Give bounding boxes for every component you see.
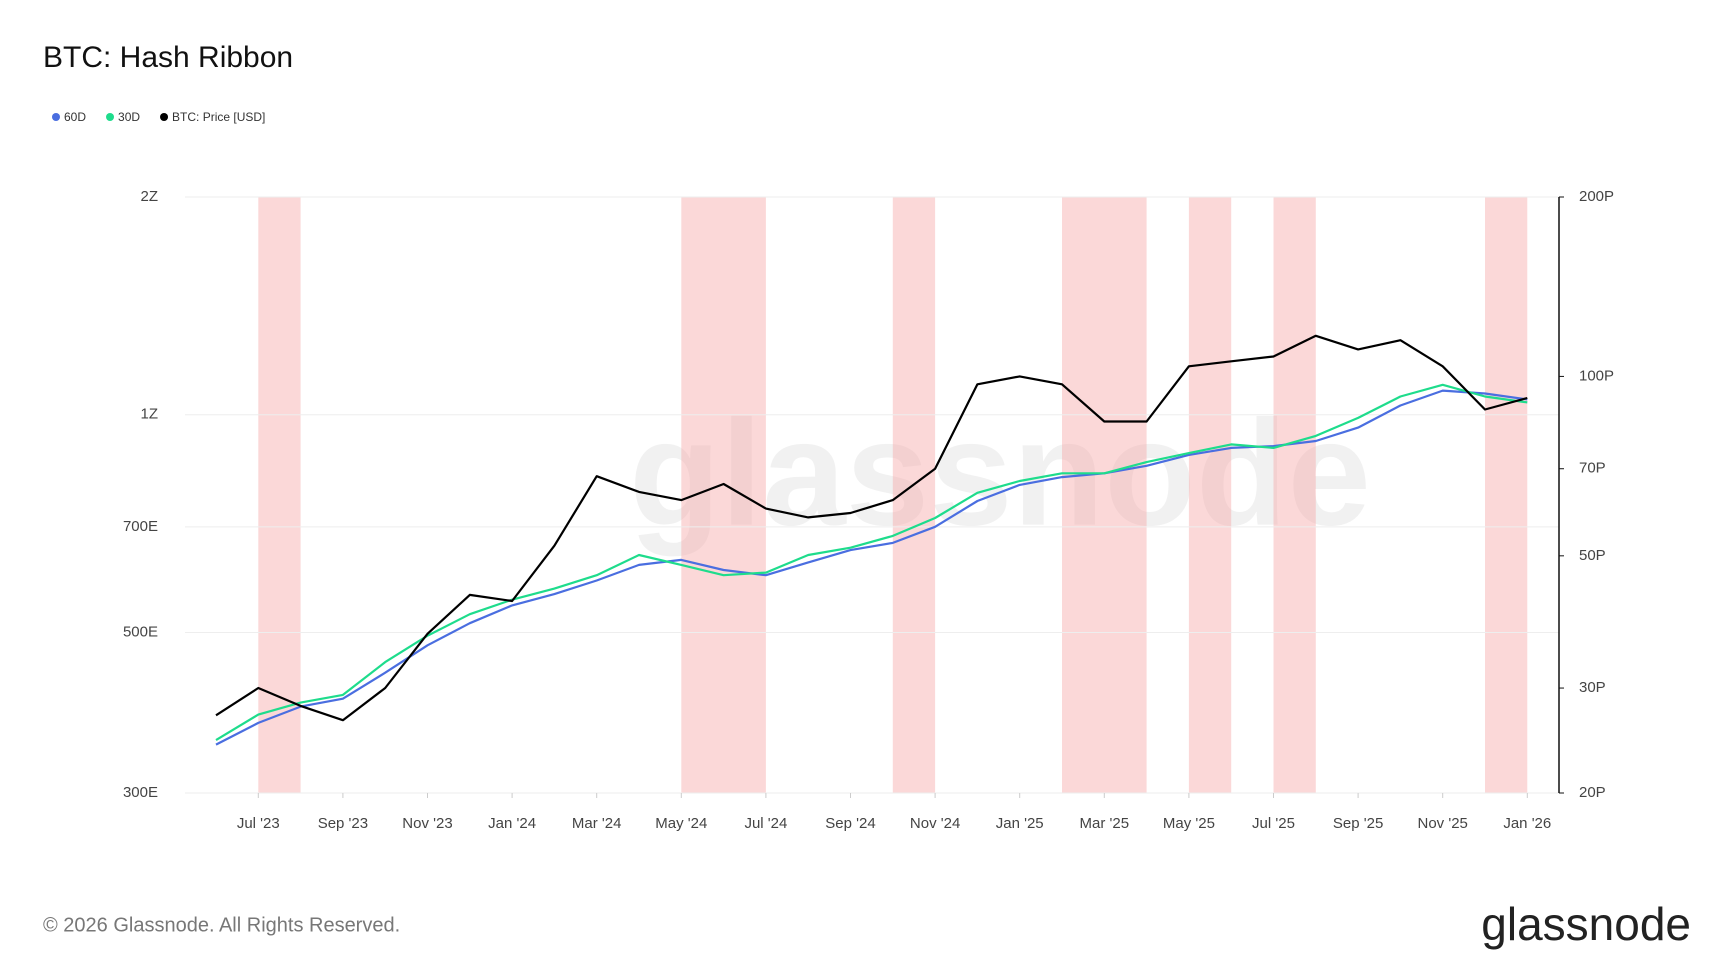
watermark: glassnode — [629, 389, 1371, 557]
legend-marker — [106, 113, 115, 121]
x-tick-label: Nov '23 — [402, 815, 452, 832]
x-tick-label: Sep '23 — [318, 815, 368, 832]
x-tick-label: Mar '24 — [572, 815, 622, 832]
footer: © 2026 Glassnode. All Rights Reserved. — [43, 914, 400, 936]
x-tick-label: Nov '24 — [910, 815, 960, 832]
x-tick-label: May '24 — [655, 815, 707, 832]
x-tick-label: Jan '26 — [1503, 815, 1551, 832]
x-tick-label: Jan '24 — [488, 815, 536, 832]
x-tick-label: Nov '25 — [1418, 815, 1468, 832]
shaded-range — [1062, 197, 1147, 793]
shaded-range — [1273, 197, 1316, 793]
y2-tick-label: 200P — [1579, 188, 1614, 205]
y2-tick-label: 30P — [1579, 679, 1606, 696]
x-tick-label: Jul '23 — [237, 815, 280, 832]
shaded-range — [258, 197, 301, 793]
legend-marker — [160, 113, 169, 121]
shaded-range — [1485, 197, 1528, 793]
shaded-range — [1188, 197, 1232, 793]
y-tick-label: 300E — [123, 784, 158, 801]
y-tick-label: 1Z — [140, 406, 158, 423]
series-line — [215, 389, 1528, 746]
x-tick-label: Jul '24 — [744, 815, 787, 832]
y2-tick-label: 100P — [1579, 367, 1614, 384]
y2-tick-label: 70P — [1579, 460, 1606, 477]
x-tick-label: Sep '25 — [1333, 815, 1383, 832]
y-tick-label: 2Z — [140, 188, 158, 205]
x-tick-label: Mar '25 — [1080, 815, 1130, 832]
x-tick-label: Sep '24 — [825, 815, 875, 832]
series-line — [215, 383, 1528, 742]
x-tick-label: Jan '25 — [996, 815, 1044, 832]
brand-logo: glassnode — [1481, 898, 1691, 950]
legend-label: 30D — [118, 110, 140, 124]
legend-marker — [52, 113, 60, 121]
y2-tick-label: 20P — [1579, 784, 1606, 801]
y-tick-label: 500E — [123, 623, 158, 640]
x-tick-label: May '25 — [1163, 815, 1215, 832]
y2-tick-label: 50P — [1579, 547, 1606, 564]
legend-label: BTC: Price [USD] — [172, 110, 265, 124]
chart-title: BTC: Hash Ribbon — [43, 41, 293, 74]
legend-label: 60D — [64, 110, 86, 124]
series-line — [215, 334, 1528, 722]
x-tick-label: Jul '25 — [1252, 815, 1295, 832]
y-tick-label: 700E — [123, 518, 158, 535]
